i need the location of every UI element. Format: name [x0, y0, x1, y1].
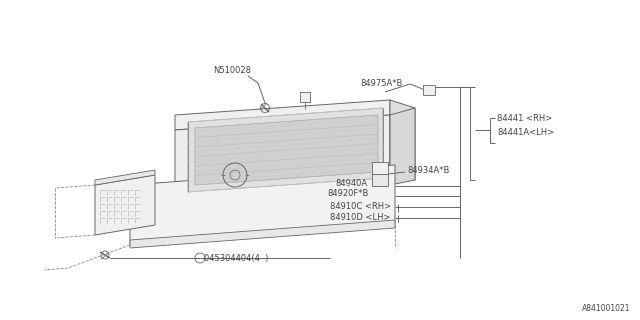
Text: N510028: N510028 — [213, 66, 251, 75]
Text: 84441 <RH>: 84441 <RH> — [497, 114, 552, 123]
Polygon shape — [372, 162, 388, 174]
Polygon shape — [300, 92, 310, 102]
Polygon shape — [130, 165, 395, 245]
Polygon shape — [175, 115, 390, 200]
Text: 84920F*B: 84920F*B — [327, 188, 369, 197]
Text: 84934A*B: 84934A*B — [407, 165, 449, 174]
Polygon shape — [372, 174, 388, 186]
Text: 045304404(4  ): 045304404(4 ) — [204, 253, 268, 262]
Polygon shape — [195, 115, 378, 185]
Polygon shape — [95, 175, 155, 235]
Polygon shape — [95, 170, 155, 185]
Text: 84441A<LH>: 84441A<LH> — [497, 127, 554, 137]
Polygon shape — [423, 85, 435, 95]
Text: 84975A*B: 84975A*B — [360, 78, 403, 87]
Text: A841001021: A841001021 — [582, 304, 630, 313]
Text: 84940A: 84940A — [335, 179, 367, 188]
Polygon shape — [175, 100, 390, 130]
Text: 84910D <LH>: 84910D <LH> — [330, 212, 390, 221]
Polygon shape — [130, 220, 395, 248]
Polygon shape — [390, 100, 415, 180]
Text: 84910C <RH>: 84910C <RH> — [330, 202, 391, 211]
Polygon shape — [390, 108, 415, 185]
Polygon shape — [188, 108, 383, 192]
